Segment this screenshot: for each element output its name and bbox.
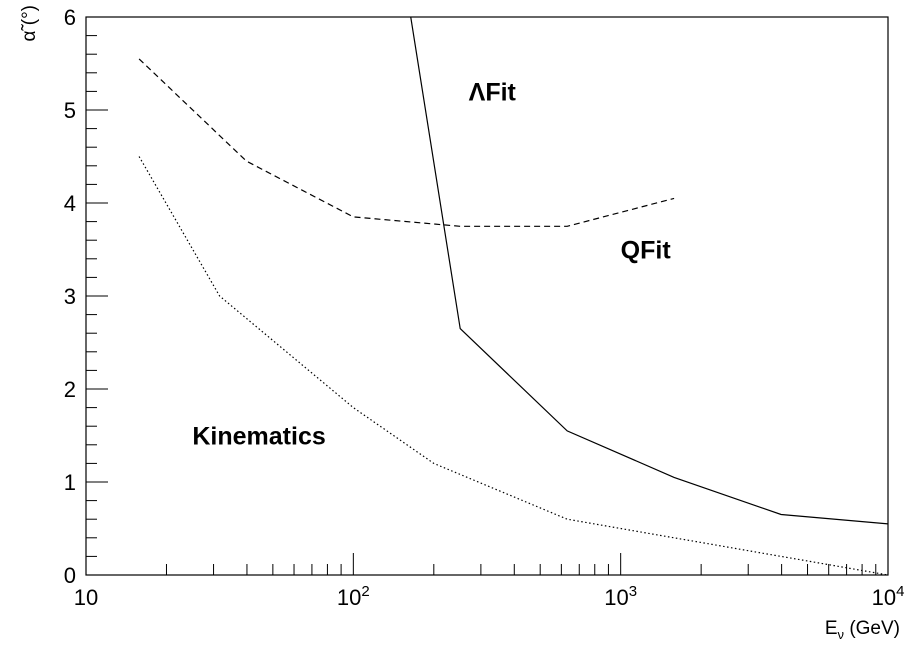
y-tick-label: 4 (64, 191, 76, 216)
series-line-3 (138, 156, 888, 575)
series-layer (138, 17, 888, 575)
y-tick-label: 3 (64, 284, 76, 309)
x-tick-label: 104 (872, 583, 905, 610)
series-line-1 (410, 17, 888, 525)
y-tick-label: 6 (64, 5, 76, 30)
y-tick-label: 5 (64, 98, 76, 123)
y-tick-label: 2 (64, 377, 76, 402)
annotation-qfit: QFit (621, 237, 672, 265)
labels-layer: 10 102 103 104 0 1 2 3 4 5 6 (64, 5, 905, 610)
plot-frame (85, 16, 889, 576)
x-tick-label: 103 (604, 583, 637, 610)
x-axis-label: Eν (GeV) (825, 618, 900, 642)
y-axis-label: α̃ (°) (19, 5, 40, 42)
x-tick-label: 10 (74, 585, 98, 610)
x-tick-label: 102 (337, 583, 370, 610)
series-line-2 (138, 58, 675, 227)
annotation-kinematics: Kinematics (192, 423, 325, 451)
y-tick-label: 1 (64, 470, 76, 495)
annotation-lambda-fit: ΛFit (469, 78, 517, 106)
y-tick-label: 0 (64, 563, 76, 588)
annotations-layer: ΛFit QFit Kinematics (192, 78, 671, 450)
